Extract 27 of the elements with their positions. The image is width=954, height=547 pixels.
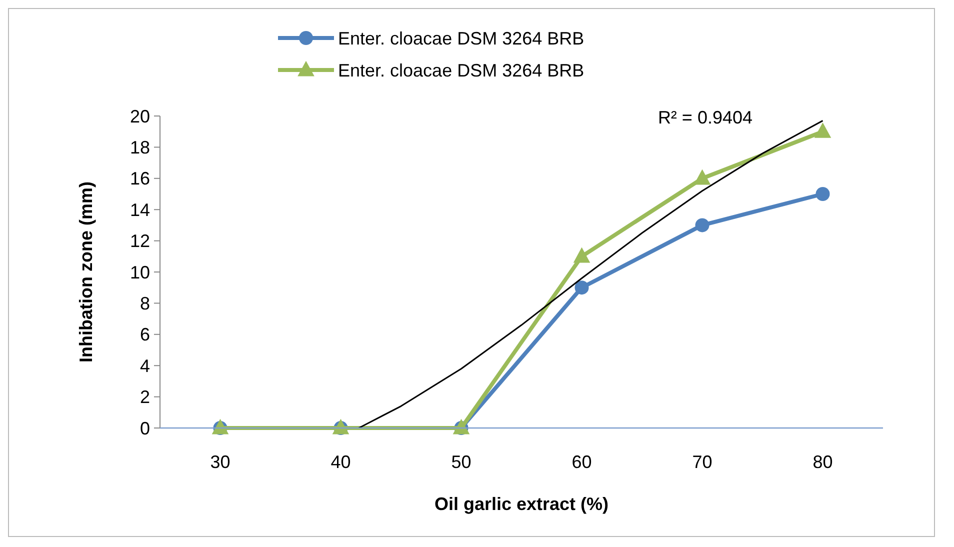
legend-label: Enter. cloacae DSM 3264 BRB	[338, 60, 584, 80]
y-tick-label: 12	[130, 231, 150, 252]
x-tick-label: 60	[572, 452, 592, 472]
point	[816, 187, 830, 201]
y-tick-label: 16	[130, 168, 150, 189]
point	[574, 280, 589, 295]
x-tick-label: 30	[210, 452, 230, 472]
x-tick-label: 70	[692, 452, 712, 472]
y-tick-label: 6	[140, 324, 150, 345]
y-tick-label: 10	[130, 262, 150, 282]
y-tick-label: 4	[140, 356, 150, 376]
y-tick-label: 20	[130, 106, 150, 126]
y-tick-label: 8	[140, 294, 150, 314]
legend-label: Enter. cloacae DSM 3264 BRB	[338, 28, 584, 48]
y-axis-title: Inhibation zone (mm)	[76, 182, 96, 362]
point	[814, 122, 832, 138]
x-tick-label: 40	[330, 452, 351, 472]
x-tick-label: 80	[812, 452, 833, 472]
x-axis-title: Oil garlic extract (%)	[434, 494, 609, 514]
point	[695, 218, 710, 232]
annotation: R² = 0.9404	[658, 107, 752, 128]
y-tick-label: 2	[140, 387, 150, 408]
y-tick-label: 18	[130, 138, 150, 158]
y-tick-label: 14	[130, 200, 150, 220]
point	[573, 247, 590, 263]
y-tick-label: 0	[140, 418, 150, 438]
x-tick-label: 50	[451, 452, 472, 472]
